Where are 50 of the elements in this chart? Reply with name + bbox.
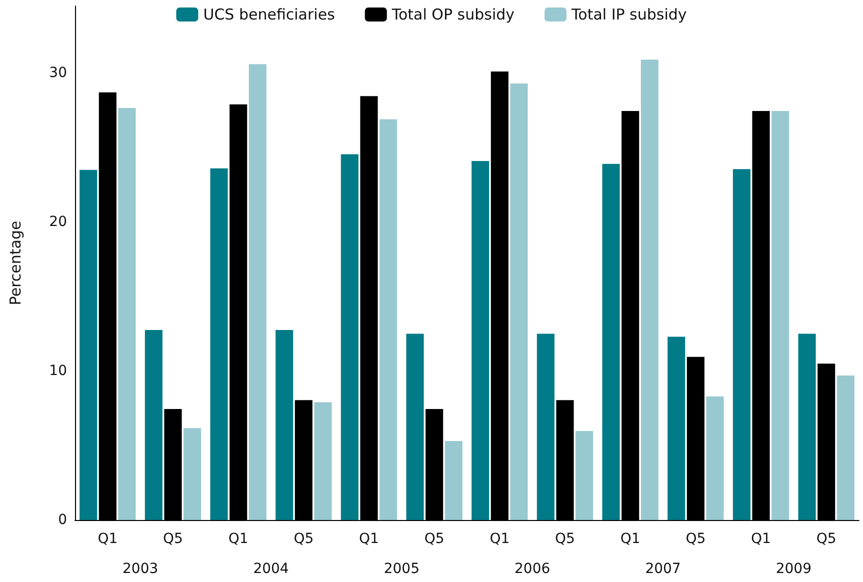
bar [184, 428, 202, 520]
text: 2005 [384, 561, 420, 577]
legend-label: Total OP subsidy [390, 6, 515, 24]
bar [706, 396, 724, 520]
x-tick-label: Q1 [490, 531, 510, 547]
y-tick-label: 10 [49, 363, 67, 380]
bar [118, 108, 136, 520]
bar [406, 334, 424, 520]
legend-label: UCS beneficiaries [203, 6, 336, 24]
bar [836, 375, 854, 520]
x-tick-label: Q1 [620, 531, 640, 547]
bar [314, 402, 332, 520]
text: 2004 [253, 561, 289, 577]
x-tick-label: Q5 [424, 531, 444, 547]
bar [640, 60, 658, 520]
text: 2003 [122, 561, 158, 577]
bar [732, 169, 750, 520]
bar [248, 64, 266, 520]
bar [210, 168, 228, 520]
bar [144, 330, 162, 520]
bar [602, 164, 620, 520]
text: 2006 [514, 561, 550, 577]
legend-label: Total IP subsidy [570, 6, 687, 24]
y-axis-title: Percentage [6, 220, 24, 306]
text: 2007 [645, 561, 681, 577]
bar [576, 431, 594, 520]
y-tick-label: 0 [58, 512, 67, 528]
x-tick-label: Q5 [163, 531, 183, 547]
bar [80, 170, 98, 520]
bar [510, 83, 528, 520]
x-tick-label: Q5 [686, 531, 706, 547]
bar [798, 334, 816, 520]
x-tick-label: Q5 [555, 531, 575, 547]
x-tick-label: Q1 [359, 531, 379, 547]
x-tick-label: Q5 [294, 531, 314, 547]
bar [772, 111, 790, 520]
x-tick-label: Q1 [228, 531, 248, 547]
bar [340, 154, 358, 520]
bar [380, 119, 398, 520]
bar [536, 334, 554, 520]
text: 2009 [776, 561, 812, 577]
bar [472, 160, 490, 520]
x-tick-label: Q5 [816, 531, 836, 547]
x-tick-label: Q1 [98, 531, 118, 547]
bar [276, 330, 294, 520]
y-tick-label: 20 [49, 214, 67, 230]
x-tick-label: Q1 [751, 531, 771, 547]
y-tick-label: 30 [49, 65, 67, 82]
bar [668, 336, 686, 520]
bar [444, 441, 462, 520]
